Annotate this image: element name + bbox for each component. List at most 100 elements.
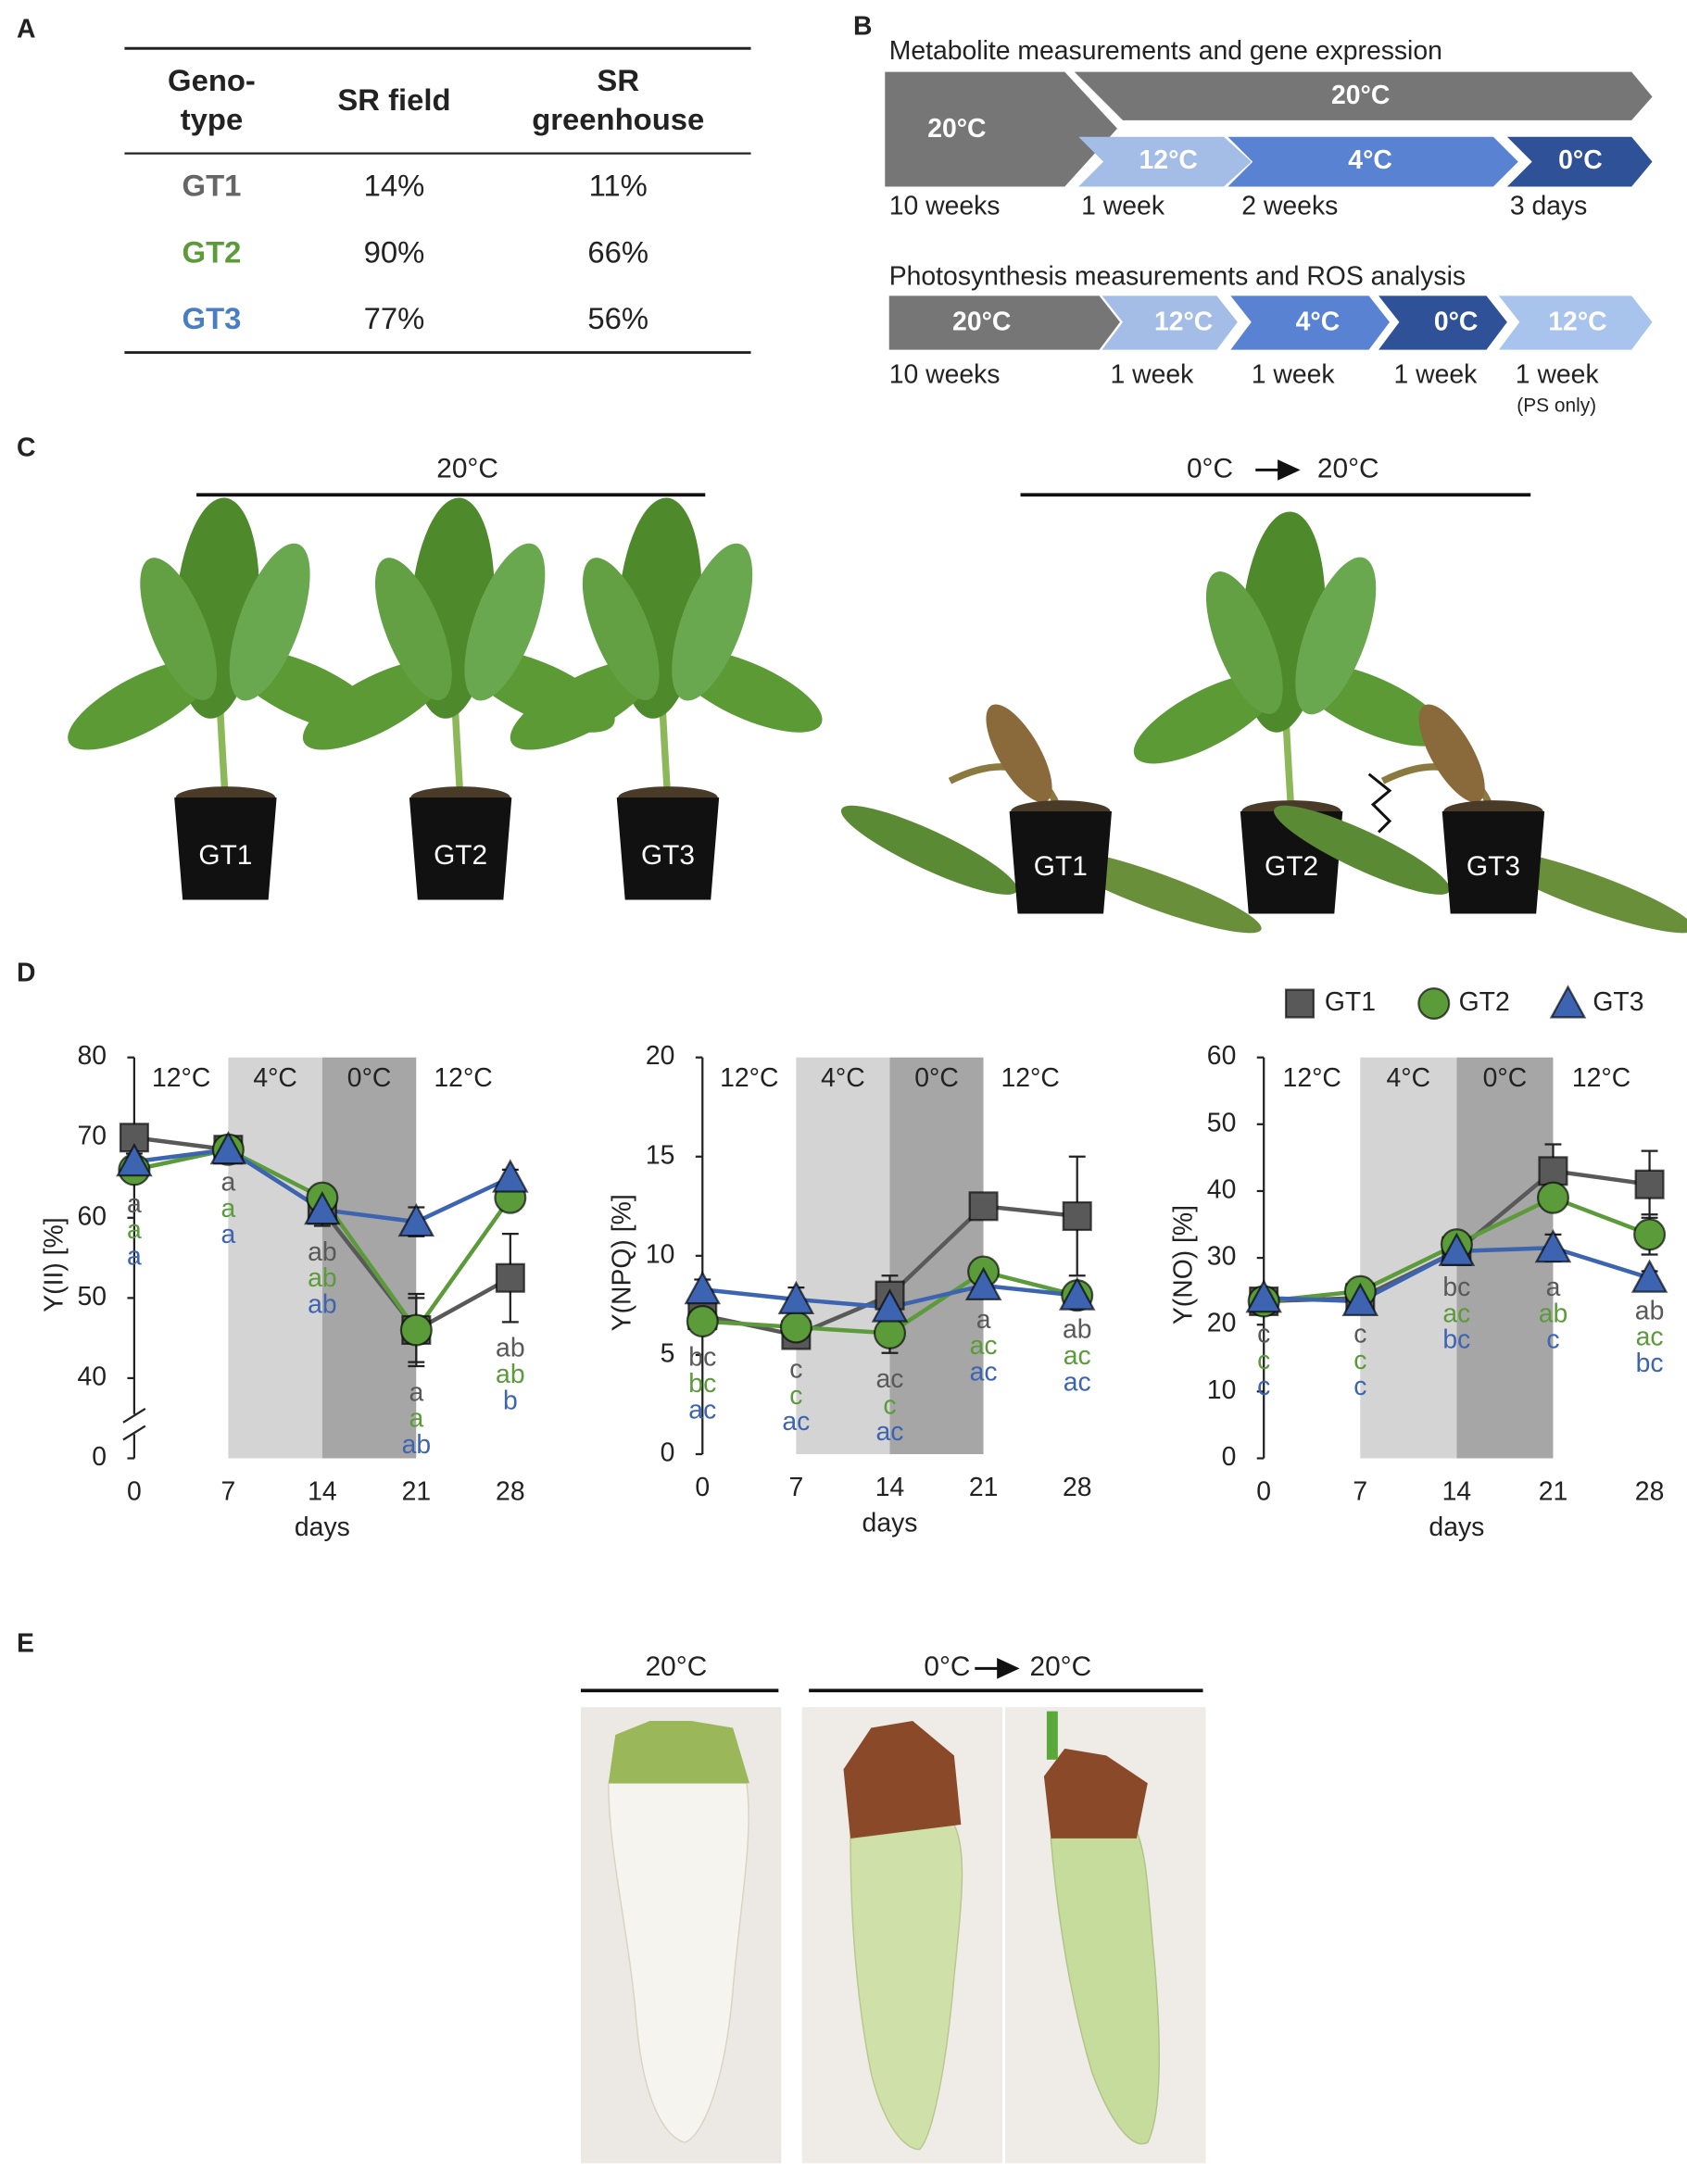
x-tick-label: 0 bbox=[695, 1473, 710, 1502]
x-axis-label: days bbox=[862, 1509, 918, 1538]
significance-letter: a bbox=[409, 1404, 423, 1434]
segment bbox=[1102, 295, 1238, 350]
duration: 10 weeks bbox=[889, 359, 1001, 389]
x-tick-label: 7 bbox=[220, 1476, 235, 1506]
y-tick-label: 60 bbox=[1207, 1041, 1237, 1071]
pot-label: GT2 bbox=[1265, 851, 1318, 882]
y-tick-label: 15 bbox=[646, 1140, 675, 1170]
line-chart: 12°C 4°C 0°C 12°C 0 10 20 30 40 50 60 0 7 14 21 28 days Y… bbox=[1169, 985, 1668, 1542]
segment bbox=[1078, 136, 1252, 187]
root bbox=[1050, 1824, 1160, 2145]
significance-letter: ab bbox=[496, 1334, 525, 1363]
segment-label: 12°C bbox=[1154, 308, 1213, 337]
segment bbox=[888, 295, 1120, 350]
y-axis-label: Y(NPQ) [%] bbox=[608, 1194, 637, 1331]
cell: 14% bbox=[364, 169, 425, 203]
phase-label: 4°C bbox=[1387, 1063, 1431, 1093]
root bbox=[850, 1824, 963, 2151]
y-tick-label: 50 bbox=[78, 1282, 107, 1312]
phase-label: 0°C bbox=[914, 1063, 959, 1093]
marker bbox=[684, 1271, 722, 1305]
significance-letter: ac bbox=[970, 1358, 998, 1387]
line-chart: 12°C 4°C 0°C 12°C 0 40 50 60 70 80 0 7 14 21 28 days Y(I… bbox=[39, 1041, 529, 1542]
significance-letter: a bbox=[127, 1189, 142, 1219]
significance-letter: ac bbox=[876, 1364, 904, 1394]
significance-letter: ac bbox=[782, 1407, 810, 1437]
header-cell: SR field bbox=[337, 82, 450, 117]
marker bbox=[304, 1190, 341, 1225]
phase-band bbox=[416, 1057, 510, 1459]
legend-label: GT3 bbox=[1593, 987, 1643, 1017]
duration: 1 week bbox=[1393, 359, 1478, 389]
x-axis-label: days bbox=[1429, 1512, 1484, 1542]
panel-label: C bbox=[17, 433, 35, 463]
segment-label: 12°C bbox=[1139, 145, 1198, 175]
y-tick-label: 5 bbox=[661, 1338, 675, 1368]
significance-letter: b bbox=[503, 1386, 518, 1415]
segment-label: 20°C bbox=[952, 308, 1011, 337]
phase-label: 12°C bbox=[152, 1063, 210, 1093]
x-tick-label: 21 bbox=[1539, 1476, 1568, 1506]
y-tick-label: 70 bbox=[78, 1122, 107, 1151]
significance-letter: ab bbox=[402, 1430, 432, 1460]
segment-label: 0°C bbox=[1558, 145, 1603, 175]
condition-label: 20°C bbox=[1029, 1651, 1091, 1682]
marker bbox=[1633, 1218, 1667, 1251]
legend-marker bbox=[1417, 986, 1451, 1021]
significance-letter: a bbox=[220, 1167, 235, 1197]
x-tick-label: 21 bbox=[969, 1473, 999, 1502]
significance-letter: ac bbox=[1442, 1299, 1470, 1328]
significance-letter: c bbox=[1353, 1346, 1366, 1375]
phase-band bbox=[796, 1057, 890, 1455]
marker bbox=[777, 1280, 815, 1315]
segment bbox=[1379, 295, 1507, 350]
marker bbox=[1438, 1232, 1476, 1266]
segment bbox=[1230, 295, 1390, 350]
marker bbox=[116, 1142, 153, 1177]
crown bbox=[608, 1721, 750, 1784]
significance-letter: c bbox=[1353, 1320, 1366, 1349]
timeline: Metabolite measurements and gene express… bbox=[885, 36, 1653, 416]
pot-label: GT1 bbox=[1034, 851, 1088, 882]
cell: GT1 bbox=[183, 169, 242, 203]
significance-letter: bc bbox=[1442, 1273, 1470, 1302]
significance-letter: a bbox=[409, 1377, 423, 1407]
phase-label: 0°C bbox=[1483, 1063, 1528, 1093]
marker bbox=[686, 1304, 719, 1338]
y-tick-label: 20 bbox=[646, 1041, 675, 1071]
significance-letter: c bbox=[1353, 1372, 1366, 1401]
significance-letter: bc bbox=[688, 1343, 716, 1373]
significance-letter: c bbox=[1257, 1346, 1270, 1375]
pot-label: GT3 bbox=[1467, 851, 1520, 882]
condition-label: 20°C bbox=[1317, 453, 1379, 483]
x-tick-label: 14 bbox=[308, 1476, 337, 1506]
crown bbox=[1043, 1748, 1148, 1839]
phase-band bbox=[889, 1057, 984, 1455]
significance-letter: c bbox=[789, 1354, 802, 1384]
cell: 56% bbox=[587, 301, 648, 335]
y-tick-label: 20 bbox=[1207, 1309, 1237, 1338]
table: Geno- type SR field SR greenhouse GT1 14%… bbox=[124, 46, 751, 355]
marker bbox=[1534, 1229, 1572, 1263]
significance-letter: ab bbox=[1539, 1299, 1568, 1328]
legend-marker bbox=[1284, 988, 1316, 1019]
cell: GT2 bbox=[183, 234, 242, 269]
significance-letter: ab bbox=[308, 1237, 337, 1267]
x-tick-label: 14 bbox=[1442, 1476, 1472, 1506]
phase-band bbox=[1553, 1057, 1650, 1459]
condition-label: 0°C bbox=[1187, 453, 1233, 483]
significance-letter: a bbox=[127, 1215, 142, 1245]
segment bbox=[885, 71, 1117, 187]
segment-label: 4°C bbox=[1296, 308, 1341, 337]
y-tick-label: 80 bbox=[78, 1041, 107, 1071]
break-mark bbox=[1367, 772, 1392, 834]
phase-label: 0°C bbox=[347, 1063, 392, 1093]
header-cell: Geno- bbox=[168, 63, 256, 97]
segment-label: 20°C bbox=[927, 114, 986, 144]
phase-label: 4°C bbox=[821, 1063, 865, 1093]
stem bbox=[1046, 1711, 1058, 1760]
segment bbox=[1506, 136, 1653, 187]
significance-letter: ac bbox=[970, 1331, 998, 1361]
